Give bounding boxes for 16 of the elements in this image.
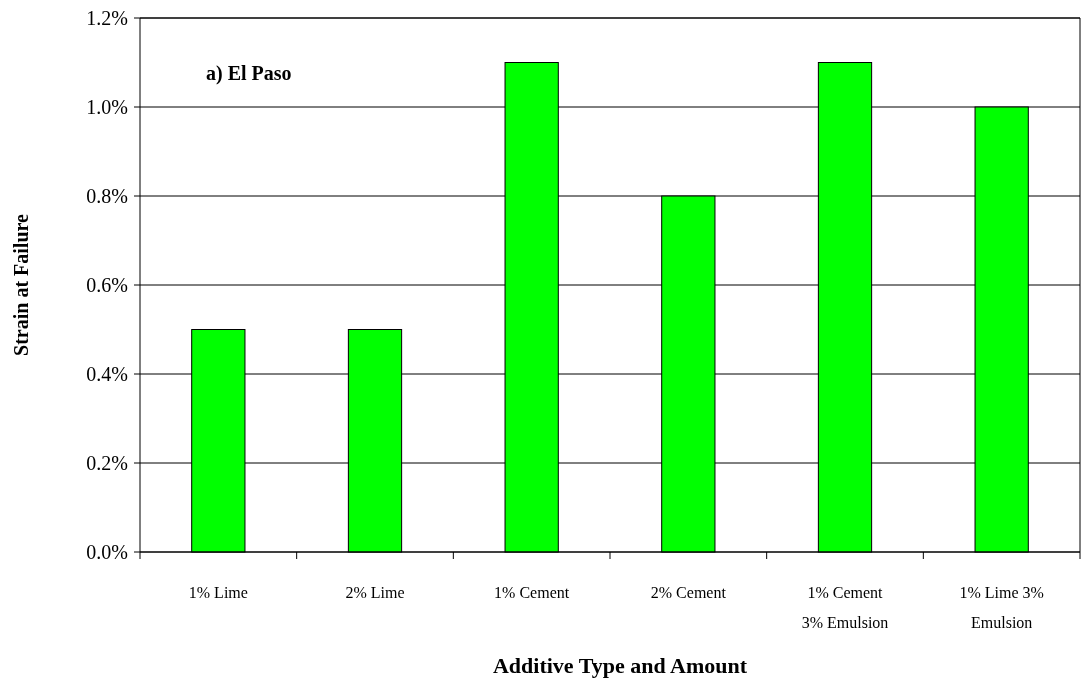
y-tick-label: 0.0% [86, 541, 128, 563]
y-tick-label: 0.4% [86, 363, 128, 385]
x-tick-label: 2% Lime [345, 584, 405, 601]
y-tick-label: 0.8% [86, 185, 128, 207]
x-tick-label: 1% Cement 3% Emulsion [801, 584, 889, 631]
x-tick-label: 1% Lime 3% Emulsion [959, 584, 1044, 631]
y-tick-label: 1.0% [86, 96, 128, 118]
text: a) El Paso [206, 62, 292, 85]
y-tick-label: 1.2% [86, 7, 128, 29]
x-tick-label: 2% Cement [650, 584, 727, 601]
x-axis-title: Additive Type and Amount [492, 653, 748, 678]
y-axis-title: Strain at Failure [10, 213, 32, 356]
y-tick-label: 0.6% [86, 274, 128, 296]
y-tick-label: 0.2% [86, 452, 128, 474]
x-tick-label: 1% Cement [494, 584, 570, 601]
x-tick-label: 1% Lime [188, 584, 248, 601]
